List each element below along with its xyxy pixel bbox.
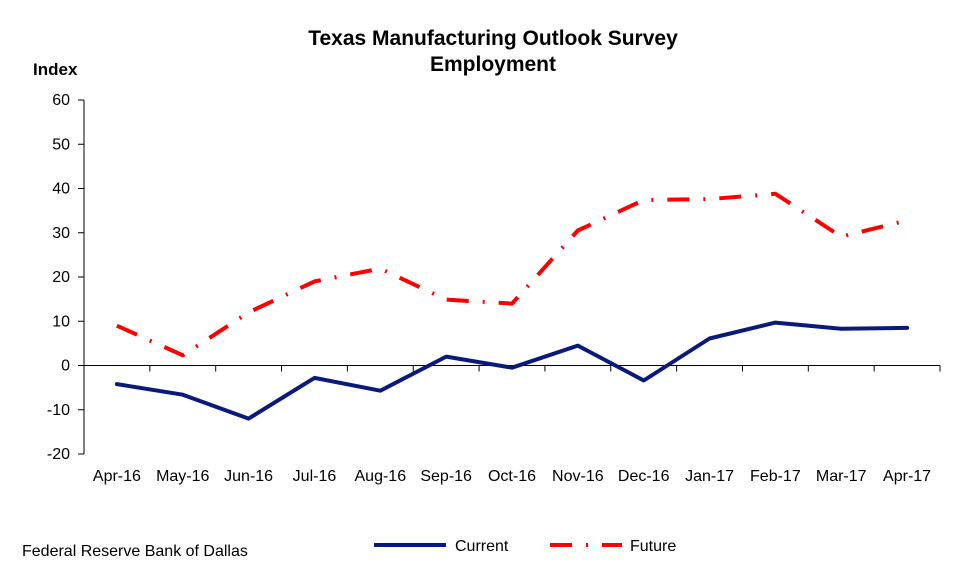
x-tick-label: Oct-16 <box>488 468 536 485</box>
series-lines <box>114 191 910 421</box>
legend: Current Future <box>374 538 676 555</box>
series-line-future <box>116 191 908 358</box>
x-tick-label: Jun-16 <box>224 468 273 485</box>
axes: -20 -10 0 10 20 30 40 50 60 Apr-16 May-16 Jun-16 Jul… <box>47 92 941 485</box>
x-tick-label: Apr-16 <box>93 468 141 485</box>
y-tick-label: 30 <box>52 225 70 242</box>
chart-title: Texas Manufacturing Outlook Survey Emplo… <box>0 26 980 78</box>
x-tick-label: Feb-17 <box>750 468 801 485</box>
x-tick-label: Aug-16 <box>355 468 407 485</box>
source-note: Federal Reserve Bank of Dallas <box>22 543 248 560</box>
x-tick-label: Apr-17 <box>883 468 931 485</box>
y-tick-label: 0 <box>61 358 70 375</box>
chart-subtitle: Employment <box>429 53 557 76</box>
y-tick-label: 60 <box>52 92 70 109</box>
y-tick-label: 10 <box>52 313 70 330</box>
y-axis-label: Index <box>33 60 78 79</box>
x-tick-label: Sep-16 <box>420 468 472 485</box>
y-tick-label: 20 <box>52 269 70 286</box>
x-tick-label: Nov-16 <box>552 468 604 485</box>
x-tick-label: May-16 <box>156 468 209 485</box>
x-tick-label: Dec-16 <box>618 468 670 485</box>
series-line-current <box>114 320 910 421</box>
y-tick-label: -10 <box>47 402 70 419</box>
x-tick-label: Mar-17 <box>816 468 867 485</box>
x-tick-label: Jul-16 <box>293 468 337 485</box>
legend-label-future: Future <box>630 538 676 555</box>
y-tick-label: 50 <box>52 136 70 153</box>
y-tick-label: -20 <box>47 446 70 463</box>
y-tick-label: 40 <box>52 181 70 198</box>
chart-title-line1: Texas Manufacturing Outlook Survey <box>308 27 678 50</box>
x-tick-label: Jan-17 <box>685 468 734 485</box>
legend-label-current: Current <box>455 538 509 555</box>
